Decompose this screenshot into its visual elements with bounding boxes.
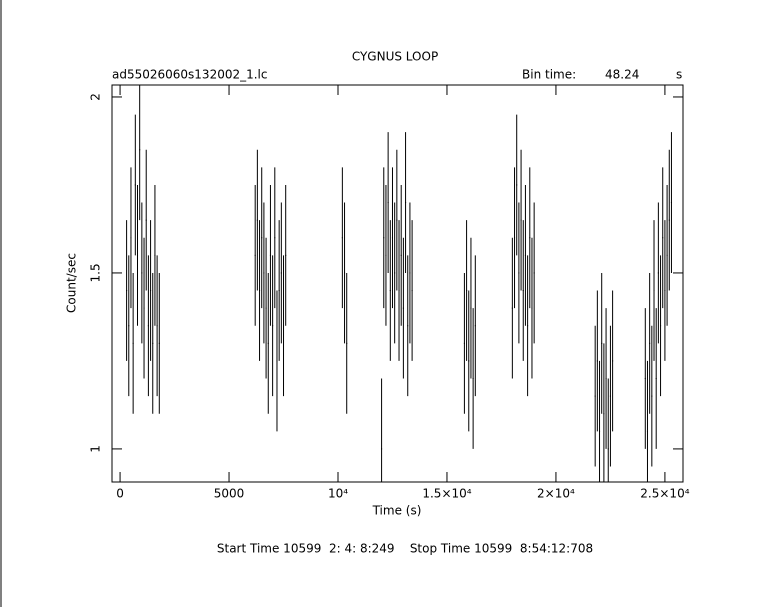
bin-unit: s (676, 68, 682, 82)
footer: Start Time 10599 2: 4: 8:249 Stop Time 1… (217, 542, 593, 556)
x-tick-label: 10⁴ (328, 487, 348, 501)
bin-time: 48.24 (605, 68, 639, 82)
y-tick-label: 2 (89, 93, 103, 101)
x-tick-label: 2.5×10⁴ (640, 487, 689, 501)
file-name: ad55026060s132002_1.lc (112, 68, 268, 82)
data-layer (126, 85, 672, 482)
x-tick-label: 2×10⁴ (537, 487, 575, 501)
x-tick-label: 5000 (214, 487, 245, 501)
x-axis-label: Time (s) (372, 504, 422, 518)
chart-title: CYGNUS LOOP (352, 50, 438, 64)
bin-label: Bin time: (522, 68, 576, 82)
x-tick-label: 0 (116, 487, 124, 501)
y-tick-label: 1 (89, 445, 103, 453)
plot-frame (111, 84, 684, 483)
y-tick-label: 1.5 (89, 263, 103, 282)
y-axis-label: Count/sec (65, 253, 79, 313)
x-tick-label: 1.5×10⁴ (422, 487, 471, 501)
